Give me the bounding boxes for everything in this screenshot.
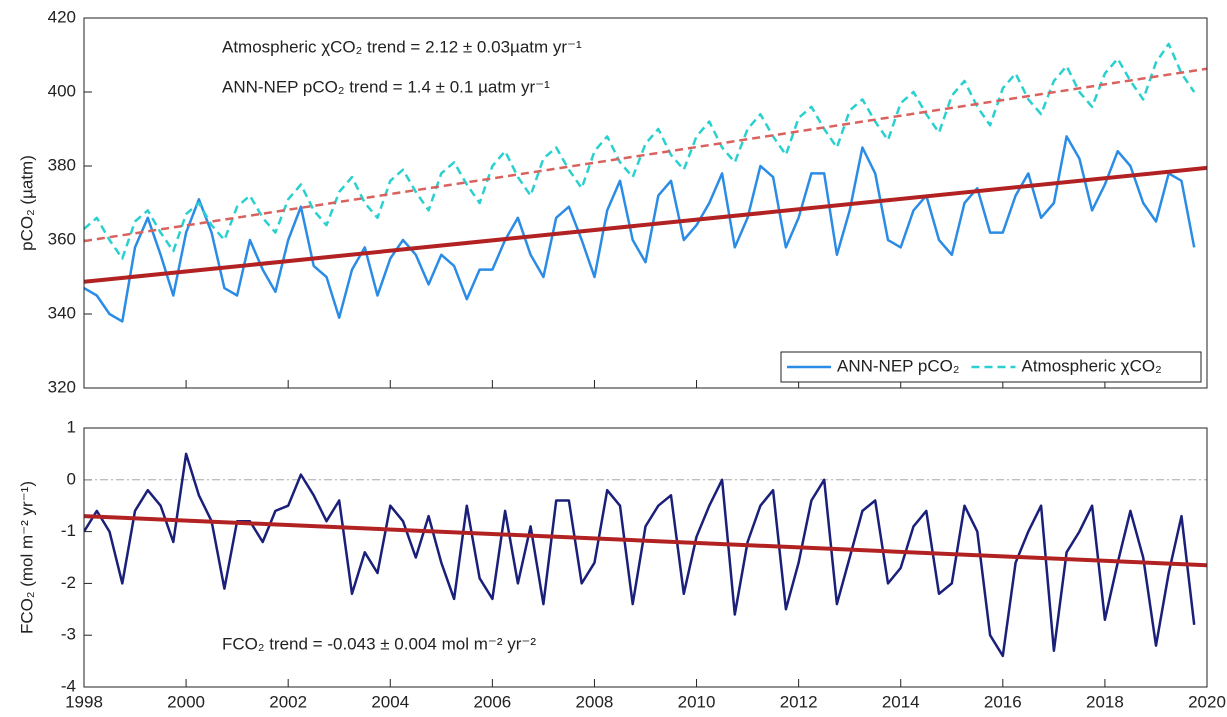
series-line [84,135,1196,323]
x-tick-label: 2008 [576,692,614,711]
x-tick-label: 1998 [65,692,103,711]
series-line [84,42,1196,260]
x-tick-label: 2010 [678,692,716,711]
plot [84,452,1207,658]
y-tick-label: -2 [61,573,76,592]
x-tick-label: 2014 [882,692,920,711]
annotation: FCO₂ trend = -0.043 ± 0.004 mol m⁻² yr⁻² [222,634,536,653]
y-tick-label: -3 [61,625,76,644]
x-tick-label: 2004 [371,692,409,711]
x-tick-label: 2016 [984,692,1022,711]
trend-line [84,67,1207,243]
legend-label: ANN-NEP pCO₂ [837,356,959,375]
series-line [84,452,1196,658]
x-tick-label: 2012 [780,692,818,711]
trend-line [84,165,1207,284]
y-tick-label: -4 [61,676,76,695]
annotation: Atmospheric χCO₂ trend = 2.12 ± 0.03µatm… [222,37,582,56]
y-axis-label: pCO₂ (µatm) [17,155,36,251]
annotation: ANN-NEP pCO₂ trend = 1.4 ± 0.1 µatm yr⁻¹ [222,77,550,96]
plot-frame [83,427,1208,688]
y-tick-label: -1 [61,521,76,540]
x-tick-label: 2006 [473,692,511,711]
plot [84,42,1207,323]
y-tick-label: 1 [67,417,76,436]
y-tick-label: 420 [48,7,76,26]
trend-line [84,514,1207,568]
x-tick-label: 2000 [167,692,205,711]
y-axis-label: FCO₂ (mol m⁻² yr⁻¹) [17,481,36,634]
x-tick-label: 2018 [1086,692,1124,711]
x-tick-label: 2002 [269,692,307,711]
x-tick-label: 2020 [1188,692,1226,711]
y-tick-label: 360 [48,229,76,248]
legend-label: Atmospheric χCO₂ [1021,356,1161,375]
y-tick-label: 340 [48,303,76,322]
y-tick-label: 0 [67,469,76,488]
plot-frame [83,17,1208,389]
y-tick-label: 320 [48,377,76,396]
y-tick-label: 400 [48,81,76,100]
y-tick-label: 380 [48,155,76,174]
